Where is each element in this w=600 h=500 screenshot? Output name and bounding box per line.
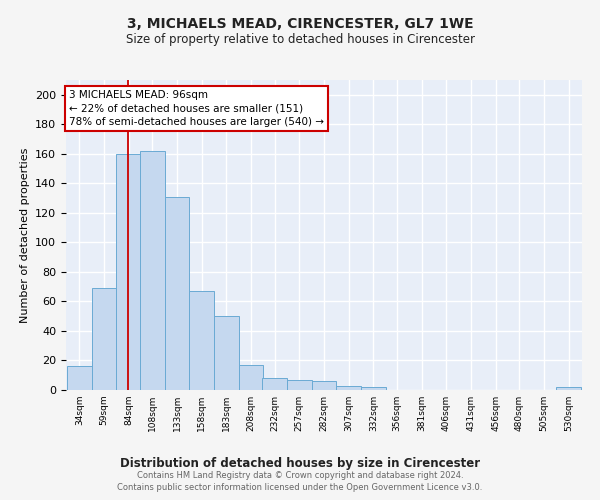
Text: 3, MICHAELS MEAD, CIRENCESTER, GL7 1WE: 3, MICHAELS MEAD, CIRENCESTER, GL7 1WE <box>127 18 473 32</box>
Text: 3 MICHAELS MEAD: 96sqm
← 22% of detached houses are smaller (151)
78% of semi-de: 3 MICHAELS MEAD: 96sqm ← 22% of detached… <box>69 90 324 126</box>
Bar <box>556 387 581 390</box>
Bar <box>190 291 214 390</box>
Bar <box>67 366 92 390</box>
Bar <box>287 380 311 390</box>
Bar <box>140 151 164 390</box>
Bar <box>337 386 361 390</box>
Bar <box>92 288 116 390</box>
Bar <box>214 316 239 390</box>
Text: Size of property relative to detached houses in Cirencester: Size of property relative to detached ho… <box>125 32 475 46</box>
Bar <box>361 387 386 390</box>
Bar <box>239 365 263 390</box>
Bar <box>116 154 141 390</box>
Text: Distribution of detached houses by size in Cirencester: Distribution of detached houses by size … <box>120 458 480 470</box>
Bar <box>164 196 190 390</box>
Bar <box>311 381 337 390</box>
Bar <box>262 378 287 390</box>
Text: Contains HM Land Registry data © Crown copyright and database right 2024.
Contai: Contains HM Land Registry data © Crown c… <box>118 471 482 492</box>
Y-axis label: Number of detached properties: Number of detached properties <box>20 148 29 322</box>
